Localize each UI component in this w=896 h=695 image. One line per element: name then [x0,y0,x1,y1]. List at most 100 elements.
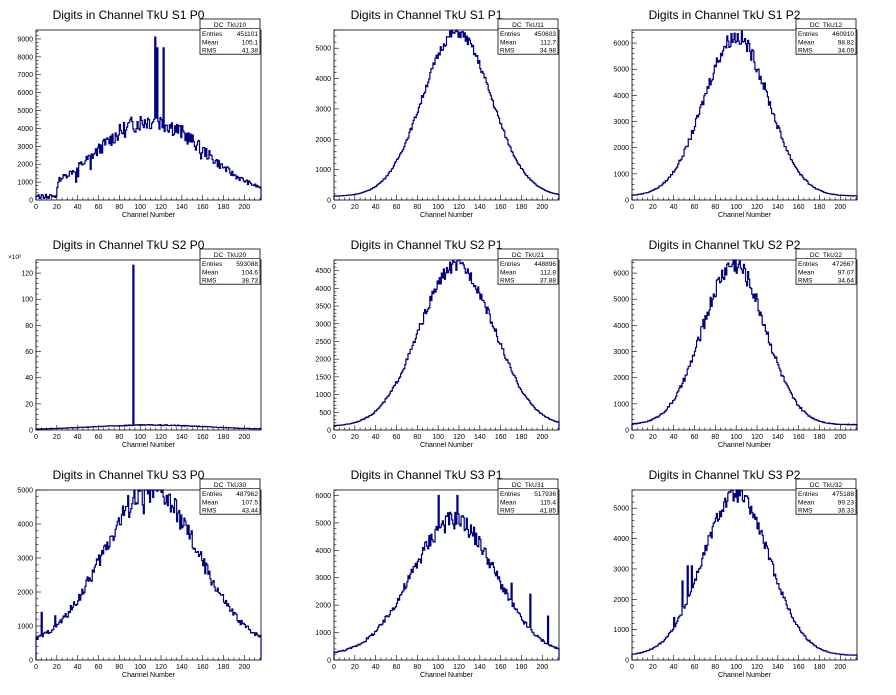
y-tick-label: 3000 [613,349,629,356]
x-tick-label: 60 [393,664,401,671]
y-tick-label: 0 [327,198,331,205]
x-tick-label: 160 [793,204,805,211]
chart-title: Digits in Channel TkU S1 P0 [53,8,205,22]
stats-label: Mean [500,39,517,46]
x-tick-label: 100 [432,204,444,211]
stats-label: Entries [798,491,819,498]
stats-value-mean: 112.8 [540,269,556,276]
stats-label: Mean [798,269,815,276]
histogram-panel: Digits in Channel TkU S1 P0 0 20 40 60 80 100 1… [17,8,262,219]
x-tick-label: 160 [793,664,805,671]
histogram-panel: Digits in Channel TkU S3 P0 0 20 40 60 80 100 1… [17,468,262,679]
chart-title: Digits in Channel TkU S3 P0 [53,468,205,482]
chart-title: Digits in Channel TkU S1 P2 [649,8,801,22]
x-tick-label: 120 [751,434,763,441]
x-axis-label: Channel Number [420,212,474,219]
stats-label: Entries [202,31,223,38]
y-tick-label: 1000 [315,392,331,399]
y-tick-label: 0 [29,428,33,435]
stats-label: RMS [798,508,813,515]
y-tick-label: 120 [21,271,33,278]
y-tick-label: 1000 [613,627,629,634]
x-tick-label: 200 [238,204,250,211]
x-tick-label: 80 [711,434,719,441]
y-tick-label: 2000 [613,145,629,152]
x-tick-label: 20 [649,434,657,441]
chart-title: Digits in Channel TkU S2 P1 [351,238,503,252]
stats-value-mean: 105.1 [242,39,259,46]
x-tick-label: 80 [413,434,421,441]
y-tick-label: 80 [25,323,33,330]
x-tick-label: 100 [730,204,742,211]
stats-box: DC_TkU22 Entries 472667 Mean 97.07 RMS 34.64 [795,248,857,285]
stats-label: RMS [202,278,217,285]
histogram-panel: Digits in Channel TkU S1 P1 0 20 40 60 80 100 1… [315,8,560,219]
x-tick-label: 140 [772,664,784,671]
stats-name: DC_TkU20 [214,252,247,259]
y-tick-label: 2000 [315,137,331,144]
x-tick-label: 0 [332,204,336,211]
x-axis-label: Channel Number [122,212,176,219]
stats-frame [199,478,261,515]
y-tick-label: 5000 [613,297,629,304]
stats-label: Entries [202,261,223,268]
stats-label: Mean [500,269,517,276]
x-tick-label: 40 [670,204,678,211]
x-tick-label: 60 [691,434,699,441]
x-tick-label: 200 [238,434,250,441]
x-tick-label: 120 [155,434,167,441]
stats-value-entries: 475188 [832,491,854,498]
x-tick-label: 0 [34,204,38,211]
y-tick-label: 1000 [17,624,33,631]
y-tick-label: 3000 [315,106,331,113]
x-tick-label: 200 [536,434,548,441]
stats-label: Mean [500,499,517,506]
stats-frame [795,248,857,285]
plot-frame [35,29,262,201]
y-tick-label: 6000 [17,90,33,97]
stats-label: Entries [798,261,819,268]
plot-frame [333,259,560,431]
histogram-panel: Digits in Channel TkU S3 P1 0 20 40 60 80 100 1… [315,468,560,679]
y-tick-label: 4000 [17,522,33,529]
y-tick-label: 3000 [315,321,331,328]
x-tick-label: 80 [115,434,123,441]
plot-frame [35,489,262,661]
x-tick-label: 160 [495,434,507,441]
x-tick-label: 40 [670,434,678,441]
x-tick-label: 160 [495,664,507,671]
y-tick-label: 5000 [613,506,629,513]
y-tick-label: 5000 [613,67,629,74]
x-tick-label: 100 [134,664,146,671]
y-tick-label: 100 [21,297,33,304]
histogram-panel: Digits in Channel TkU S2 P1 0 20 40 60 80 100 1… [315,238,560,449]
y-tick-label: 500 [319,410,331,417]
stats-frame [795,18,857,55]
x-tick-label: 40 [372,434,380,441]
stats-label: Mean [798,499,815,506]
stats-label: Entries [500,31,521,38]
stats-frame [497,478,559,515]
histogram-panel: Digits in Channel TkU S2 P2 0 20 40 60 80 100 1… [613,238,858,449]
stats-label: RMS [798,48,813,55]
plot-frame [35,259,262,431]
x-tick-label: 180 [516,434,528,441]
histogram-panel: Digits in Channel TkU S1 P2 0 20 40 60 80 100 1… [613,8,858,219]
chart-title: Digits in Channel TkU S3 P1 [351,468,503,482]
x-tick-label: 160 [793,434,805,441]
stats-box: DC_TkU30 Entries 487962 Mean 107.5 RMS 43.44 [199,478,261,515]
x-tick-label: 140 [772,434,784,441]
y-tick-label: 0 [29,198,33,205]
chart-title: Digits in Channel TkU S3 P2 [649,468,801,482]
x-tick-label: 180 [218,664,230,671]
x-tick-label: 200 [536,664,548,671]
stats-value-mean: 98.82 [838,39,855,46]
stats-name: DC_TkU32 [810,482,843,489]
x-tick-label: 200 [834,204,846,211]
x-tick-label: 100 [134,204,146,211]
x-tick-label: 180 [814,434,826,441]
x-tick-label: 0 [630,664,634,671]
stats-name: DC_TkU31 [512,482,545,489]
x-tick-label: 80 [711,204,719,211]
